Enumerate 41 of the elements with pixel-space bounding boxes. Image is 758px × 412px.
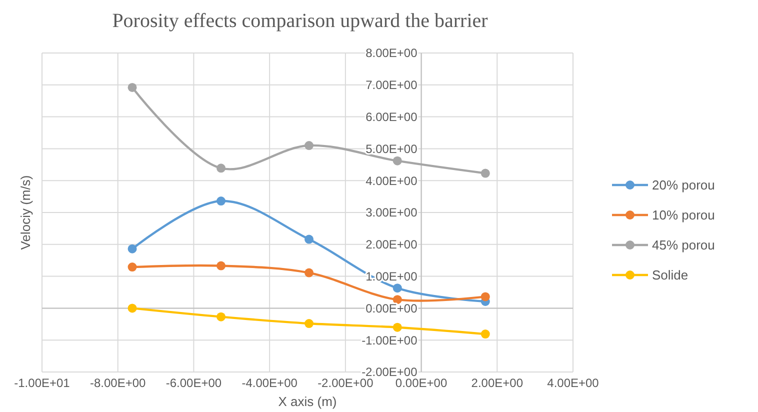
legend-label: Solide [652, 268, 688, 283]
point [128, 304, 137, 313]
point [480, 168, 490, 178]
point [128, 82, 137, 92]
y-tick-label: 6.00E+00 [366, 110, 418, 124]
y-tick-label: 8.00E+00 [366, 46, 418, 60]
point [392, 156, 402, 166]
x-tick-label: 4.00E+00 [547, 376, 600, 390]
point [216, 261, 226, 270]
x-axis-title: X axis (m) [278, 394, 337, 409]
y-tick-label: 0.00E+00 [366, 301, 418, 316]
point [392, 322, 402, 332]
point [304, 234, 314, 244]
point [216, 312, 226, 322]
y-tick-label: 7.00E+00 [366, 78, 418, 92]
x-tick-label: -4.00E+00 [242, 376, 298, 390]
point [480, 330, 490, 339]
point [392, 284, 402, 293]
y-axis-title: Velociy (m/s) [18, 175, 33, 250]
chart-title: Porosity effects comparison upward the barrier [112, 10, 488, 32]
point [304, 141, 314, 150]
x-tick-label: -1.00E+01 [14, 376, 70, 390]
point [128, 262, 137, 272]
y-tick-label: -1.00E+00 [362, 333, 418, 348]
point [304, 268, 314, 278]
point [304, 319, 314, 328]
y-tick-label: 2.00E+00 [366, 238, 418, 252]
point [216, 196, 226, 206]
x-tick-label: -6.00E+00 [166, 376, 222, 390]
legend-label: 20% porou [652, 178, 715, 193]
point [128, 244, 137, 254]
legend-label: 10% porou [652, 208, 715, 223]
point [480, 292, 490, 302]
point [216, 164, 226, 173]
y-tick-label: 4.00E+00 [366, 174, 418, 188]
y-tick-label: 5.00E+00 [366, 142, 418, 156]
point [392, 295, 402, 304]
legend-label: 45% porou [652, 238, 715, 253]
x-tick-label: 2.00E+00 [471, 376, 524, 390]
y-tick-label: 3.00E+00 [366, 206, 418, 220]
x-tick-label: -8.00E+00 [90, 376, 146, 390]
